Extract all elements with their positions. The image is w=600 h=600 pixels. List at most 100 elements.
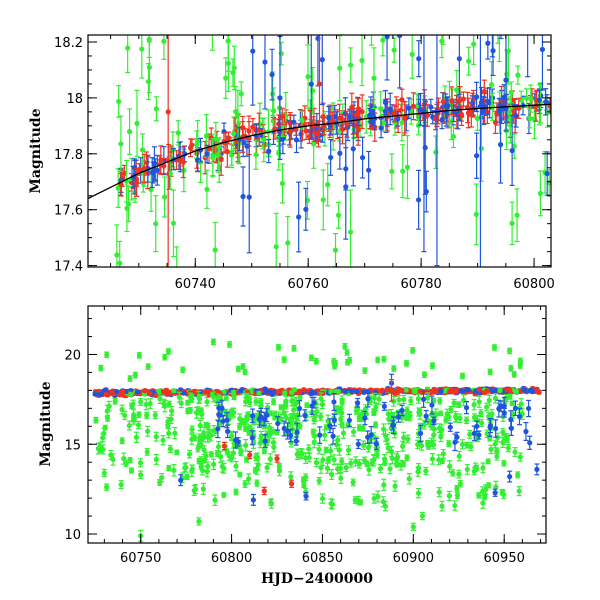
bottom-green-point — [486, 394, 492, 406]
bottom-green-point — [153, 453, 159, 465]
top-green-point — [403, 0, 408, 8]
bottom-green-point — [106, 400, 112, 412]
bottom-green-point — [335, 388, 341, 395]
bottom-green-point — [382, 500, 388, 512]
bottom-green-point — [464, 464, 470, 475]
bottom-green-point — [270, 398, 277, 406]
top-red-point — [141, 153, 147, 184]
bottom-green-point — [238, 449, 244, 457]
bottom-green-point — [328, 498, 334, 509]
top-red-point — [133, 168, 140, 198]
bottom-green-point — [345, 445, 352, 456]
bottom-blue-point — [390, 416, 397, 435]
top-green-point — [474, 106, 481, 131]
bottom-green-point — [235, 365, 241, 373]
bottom-green-point — [479, 418, 485, 428]
top-blue-point — [337, 136, 343, 170]
top-red-point — [340, 113, 346, 145]
bottom-green-point — [401, 431, 407, 444]
top-green-point — [515, 65, 521, 85]
top-blue-point — [474, 132, 480, 179]
bottom-blue-point — [92, 391, 98, 397]
top-blue-point — [503, 35, 509, 132]
bottom-green-point — [110, 453, 116, 466]
bottom-green-point — [350, 427, 357, 437]
bottom-green-point — [204, 397, 210, 407]
top-green-point — [433, 135, 439, 170]
bottom-green-point — [136, 411, 142, 418]
bottom-green-point — [447, 460, 453, 473]
bottom-green-point — [247, 424, 253, 431]
bottom-green-point — [138, 398, 144, 407]
bottom-red-point — [476, 386, 482, 393]
bottom-green-point — [492, 439, 498, 449]
top-ytick-label: 18.2 — [54, 36, 83, 51]
top-green-point — [509, 201, 515, 246]
bottom-green-point — [340, 427, 347, 439]
bottom-green-point — [104, 483, 110, 491]
bottom-green-point — [165, 348, 172, 355]
bottom-green-point — [373, 421, 379, 429]
bottom-green-point — [517, 357, 523, 365]
bottom-green-point — [428, 437, 435, 448]
top-red-point — [118, 172, 124, 197]
bottom-green-point — [119, 437, 125, 445]
top-green-point — [348, 47, 354, 83]
top-blue-point — [543, 88, 549, 116]
top-green-point — [409, 35, 415, 79]
bottom-green-point — [461, 394, 467, 407]
bottom-red-point — [120, 389, 126, 395]
bottom-green-point — [242, 480, 248, 488]
bottom-green-point — [200, 482, 206, 495]
bottom-panel: 60750 60800 60850 60900 60950 10 15 20 M… — [38, 305, 547, 587]
bottom-green-point — [132, 371, 138, 379]
bottom-green-point — [147, 398, 153, 409]
bottom-blue-point — [275, 416, 281, 431]
bottom-blue-point — [458, 388, 464, 394]
bottom-green-point — [344, 358, 351, 366]
bottom-green-point — [203, 451, 209, 461]
bottom-green-point — [480, 462, 486, 474]
top-green-point — [528, 84, 534, 113]
top-green-point — [305, 44, 311, 109]
bottom-blue-point — [261, 411, 267, 427]
bottom-green-point — [161, 398, 167, 409]
top-xtick-label: 60780 — [400, 277, 441, 292]
bottom-green-point — [254, 452, 260, 462]
top-red-point — [492, 110, 499, 134]
top-blue-point — [430, 110, 436, 125]
bottom-blue-point — [349, 388, 355, 394]
bottom-green-point — [401, 394, 407, 405]
bottom-blue-point — [507, 470, 513, 483]
bottom-red-point — [428, 390, 434, 396]
top-green-point — [233, 86, 239, 138]
top-data-points — [114, 0, 551, 267]
bottom-green-point — [488, 444, 494, 455]
bottom-green-point — [254, 462, 260, 475]
bottom-green-point — [438, 410, 444, 417]
bottom-green-point — [362, 404, 369, 414]
bottom-blue-point — [302, 409, 308, 422]
bottom-green-point — [128, 467, 135, 474]
bottom-blue-point — [135, 389, 141, 395]
bottom-green-point — [464, 441, 470, 449]
top-blue-point — [266, 139, 272, 164]
bottom-green-point — [436, 487, 442, 498]
top-blue-point — [262, 35, 268, 110]
top-green-point — [114, 224, 120, 267]
bottom-green-point — [505, 443, 511, 453]
bottom-green-point — [492, 393, 499, 404]
bottom-plot-frame — [87, 305, 547, 544]
bottom-green-point — [320, 453, 326, 466]
top-green-point — [279, 163, 286, 204]
top-green-point — [508, 81, 514, 104]
bottom-blue-point — [429, 395, 435, 415]
bottom-green-point — [415, 487, 422, 499]
top-green-point — [455, 0, 460, 25]
bottom-green-point — [199, 465, 206, 476]
bottom-green-point — [306, 453, 312, 463]
bottom-green-point — [129, 402, 135, 410]
bottom-green-point — [196, 517, 202, 526]
top-blue-point — [416, 169, 422, 230]
